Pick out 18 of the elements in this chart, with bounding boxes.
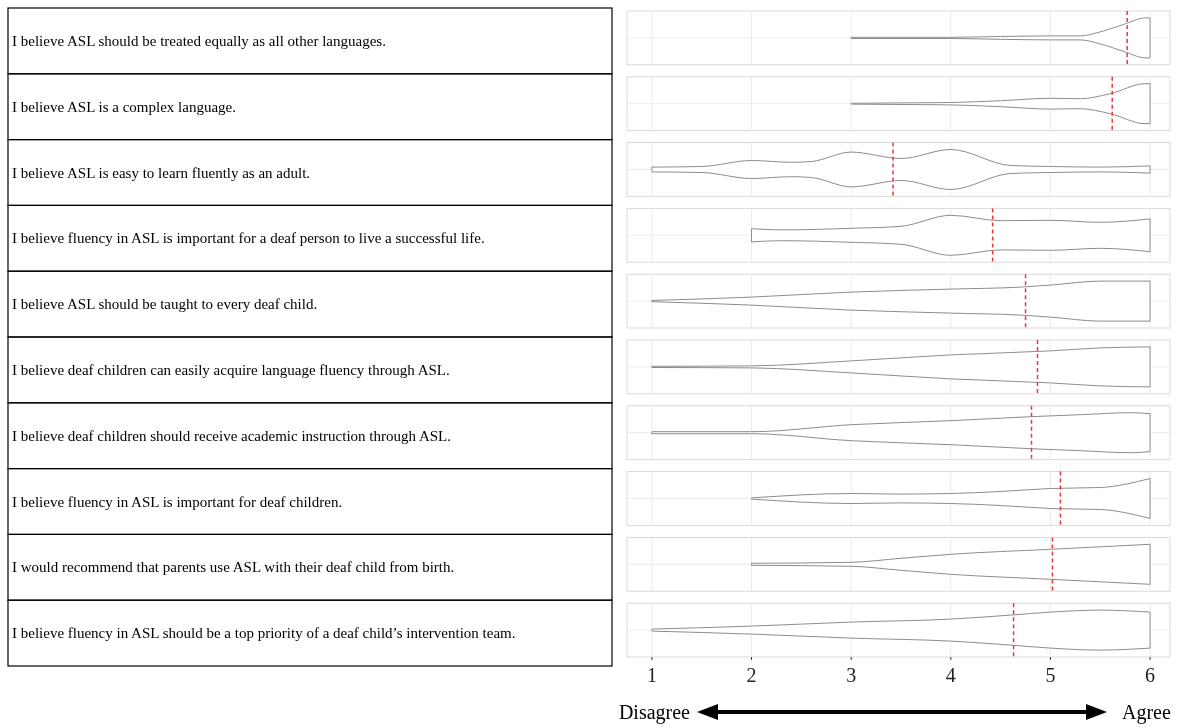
y-axis-title: I believe deaf children should receive academic instruction through ASL. <box>12 427 452 444</box>
x-tick-label: 5 <box>1045 664 1056 686</box>
text: Agree <box>1122 701 1171 724</box>
x-tick-label: 3 <box>846 664 857 686</box>
y-axis-title: I would recommend that parents use ASL with their deaf child from birth. <box>12 559 455 576</box>
y-axis-title: I believe fluency in ASL should be a top priority of a deaf child’s intervention team. <box>12 625 516 642</box>
x-tick-label: 2 <box>746 664 757 686</box>
y-axis-title: I believe deaf children can easily acquire language fluency through ASL. <box>12 361 450 378</box>
y-axis-title: I believe ASL is a complex language. <box>12 98 236 115</box>
x-tick-label: 4 <box>945 664 956 686</box>
y-axis-title: I believe ASL is easy to learn fluently as an adult. <box>12 164 311 181</box>
x-tick-label: 6 <box>1145 664 1156 686</box>
x-tick-label: 1 <box>646 664 657 686</box>
text: Disagree <box>618 701 691 724</box>
y-axis-title: I believe fluency in ASL is important for a deaf person to live a successful life. <box>12 230 485 247</box>
y-axis-title: I believe fluency in ASL is important for deaf children. <box>12 493 343 510</box>
y-axis-title: I believe ASL should be treated equally as all other languages. <box>12 32 386 49</box>
y-axis-title: I believe ASL should be taught to every deaf child. <box>12 296 318 313</box>
